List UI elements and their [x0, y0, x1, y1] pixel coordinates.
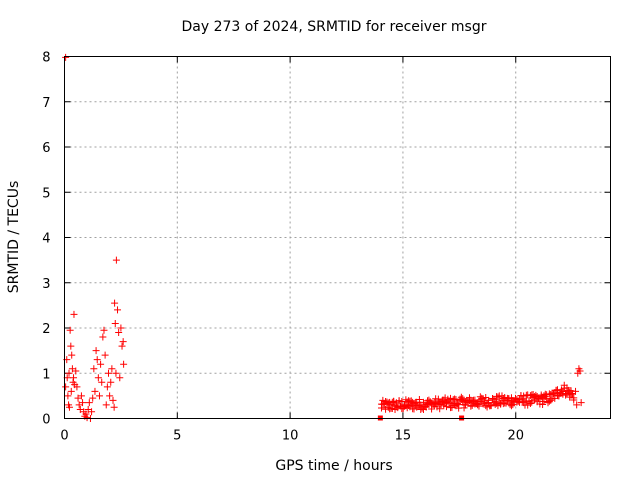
data-point: [108, 365, 116, 373]
grid-lines: [64, 56, 611, 419]
data-point: [98, 378, 106, 386]
data-point: [89, 394, 97, 402]
data-point: [83, 414, 91, 422]
data-point: [106, 392, 114, 400]
band-data-point: [422, 403, 430, 411]
band-data-point: [547, 396, 555, 404]
band-data-point: [377, 404, 385, 412]
data-point: [64, 392, 72, 400]
data-point: [62, 383, 70, 391]
chart-title: Day 273 of 2024, SRMTID for receiver msg…: [182, 19, 487, 35]
band-data-point: [507, 402, 515, 410]
axis-ticks: 0 5 10 15 20 0 1 2 3 4 5 6 7 8: [42, 51, 611, 444]
band-data-point: [549, 390, 557, 398]
data-point: [82, 410, 90, 418]
data-point: [107, 378, 115, 386]
data-point: [112, 369, 120, 377]
band-data-point: [570, 396, 578, 404]
data-point: [95, 392, 103, 400]
data-point: [116, 374, 124, 382]
data-point: [111, 299, 119, 307]
x-tick-label: 5: [173, 429, 181, 444]
data-point: [62, 53, 70, 61]
data-point: [117, 324, 125, 332]
x-tick-label: 10: [282, 429, 299, 444]
data-point: [65, 369, 73, 377]
x-tick-label: 15: [395, 429, 412, 444]
data-point: [119, 338, 127, 346]
data-point: [90, 365, 98, 373]
data-point: [576, 367, 584, 375]
data-point: [104, 369, 112, 377]
data-point: [70, 374, 78, 382]
band-data-point: [415, 395, 423, 403]
data-point: [118, 342, 126, 350]
y-tick-label: 8: [42, 51, 50, 66]
band-data-point: [539, 401, 547, 409]
data-point: [94, 374, 102, 382]
data-point: [67, 342, 75, 350]
x-tick-label: 0: [60, 429, 68, 444]
y-axis-label: SRMTID / TECUs: [6, 181, 22, 294]
data-point: [100, 326, 108, 334]
y-tick-label: 5: [42, 186, 50, 201]
data-point: [91, 387, 99, 395]
data-point: [109, 396, 117, 404]
plot-frame: [64, 56, 611, 419]
data-point: [85, 399, 93, 407]
x-tick-label: 20: [507, 429, 524, 444]
data-point: [65, 403, 73, 411]
y-tick-label: 1: [42, 367, 50, 382]
y-tick-label: 6: [42, 141, 50, 156]
data-point: [68, 351, 76, 359]
data-point: [115, 329, 123, 337]
data-point: [114, 306, 122, 314]
data-point: [103, 383, 111, 391]
band-data-point: [491, 398, 499, 406]
y-tick-label: 3: [42, 277, 50, 292]
y-tick-label: 7: [42, 96, 50, 111]
data-point: [572, 387, 580, 395]
data-point: [99, 333, 107, 341]
data-point: [67, 387, 75, 395]
data-point: [88, 408, 96, 416]
data-point: [111, 319, 119, 327]
data-points: [62, 53, 585, 422]
data-point: [573, 401, 581, 409]
band-data-point: [457, 393, 465, 401]
y-tick-label: 0: [42, 413, 50, 428]
data-point: [102, 401, 110, 409]
data-point: [101, 351, 109, 359]
data-point: [112, 256, 120, 264]
x-axis-label: GPS time / hours: [275, 458, 392, 474]
data-point: [577, 399, 585, 407]
data-point: [93, 356, 101, 364]
data-point: [97, 360, 105, 368]
data-point: [77, 392, 85, 400]
y-tick-label: 4: [42, 232, 50, 247]
band-data-point: [494, 393, 502, 401]
y-tick-label: 2: [42, 322, 50, 337]
band-data-point: [436, 405, 444, 413]
data-point: [92, 347, 100, 355]
data-point: [72, 367, 80, 375]
band-data-point: [526, 399, 534, 407]
data-point: [110, 403, 118, 411]
data-point: [73, 383, 81, 391]
data-point: [66, 326, 74, 334]
data-point: [70, 310, 78, 318]
data-point: [79, 399, 87, 407]
data-point: [120, 360, 128, 368]
